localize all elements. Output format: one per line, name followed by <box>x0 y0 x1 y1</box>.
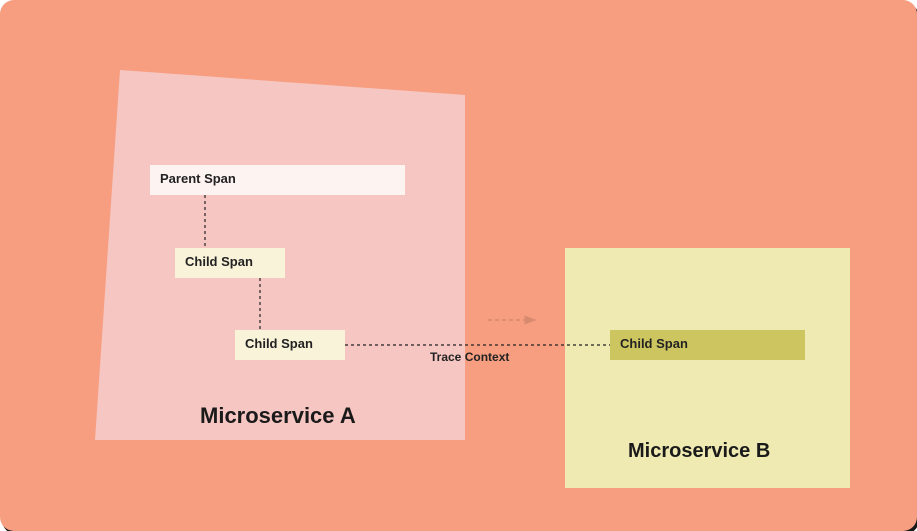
child-span-1-label: Child Span <box>185 254 253 269</box>
trace-context-label: Trace Context <box>430 350 509 364</box>
child-span-1-box: Child Span <box>175 248 285 278</box>
service-a-label: Microservice A <box>200 403 356 429</box>
child-span-2-label: Child Span <box>245 336 313 351</box>
parent-span-box: Parent Span <box>150 165 405 195</box>
service-b-label: Microservice B <box>628 440 770 463</box>
child-span-b-box: Child Span <box>610 330 805 360</box>
parent-span-label: Parent Span <box>160 171 236 186</box>
child-span-b-label: Child Span <box>620 336 688 351</box>
child-span-2-box: Child Span <box>235 330 345 360</box>
